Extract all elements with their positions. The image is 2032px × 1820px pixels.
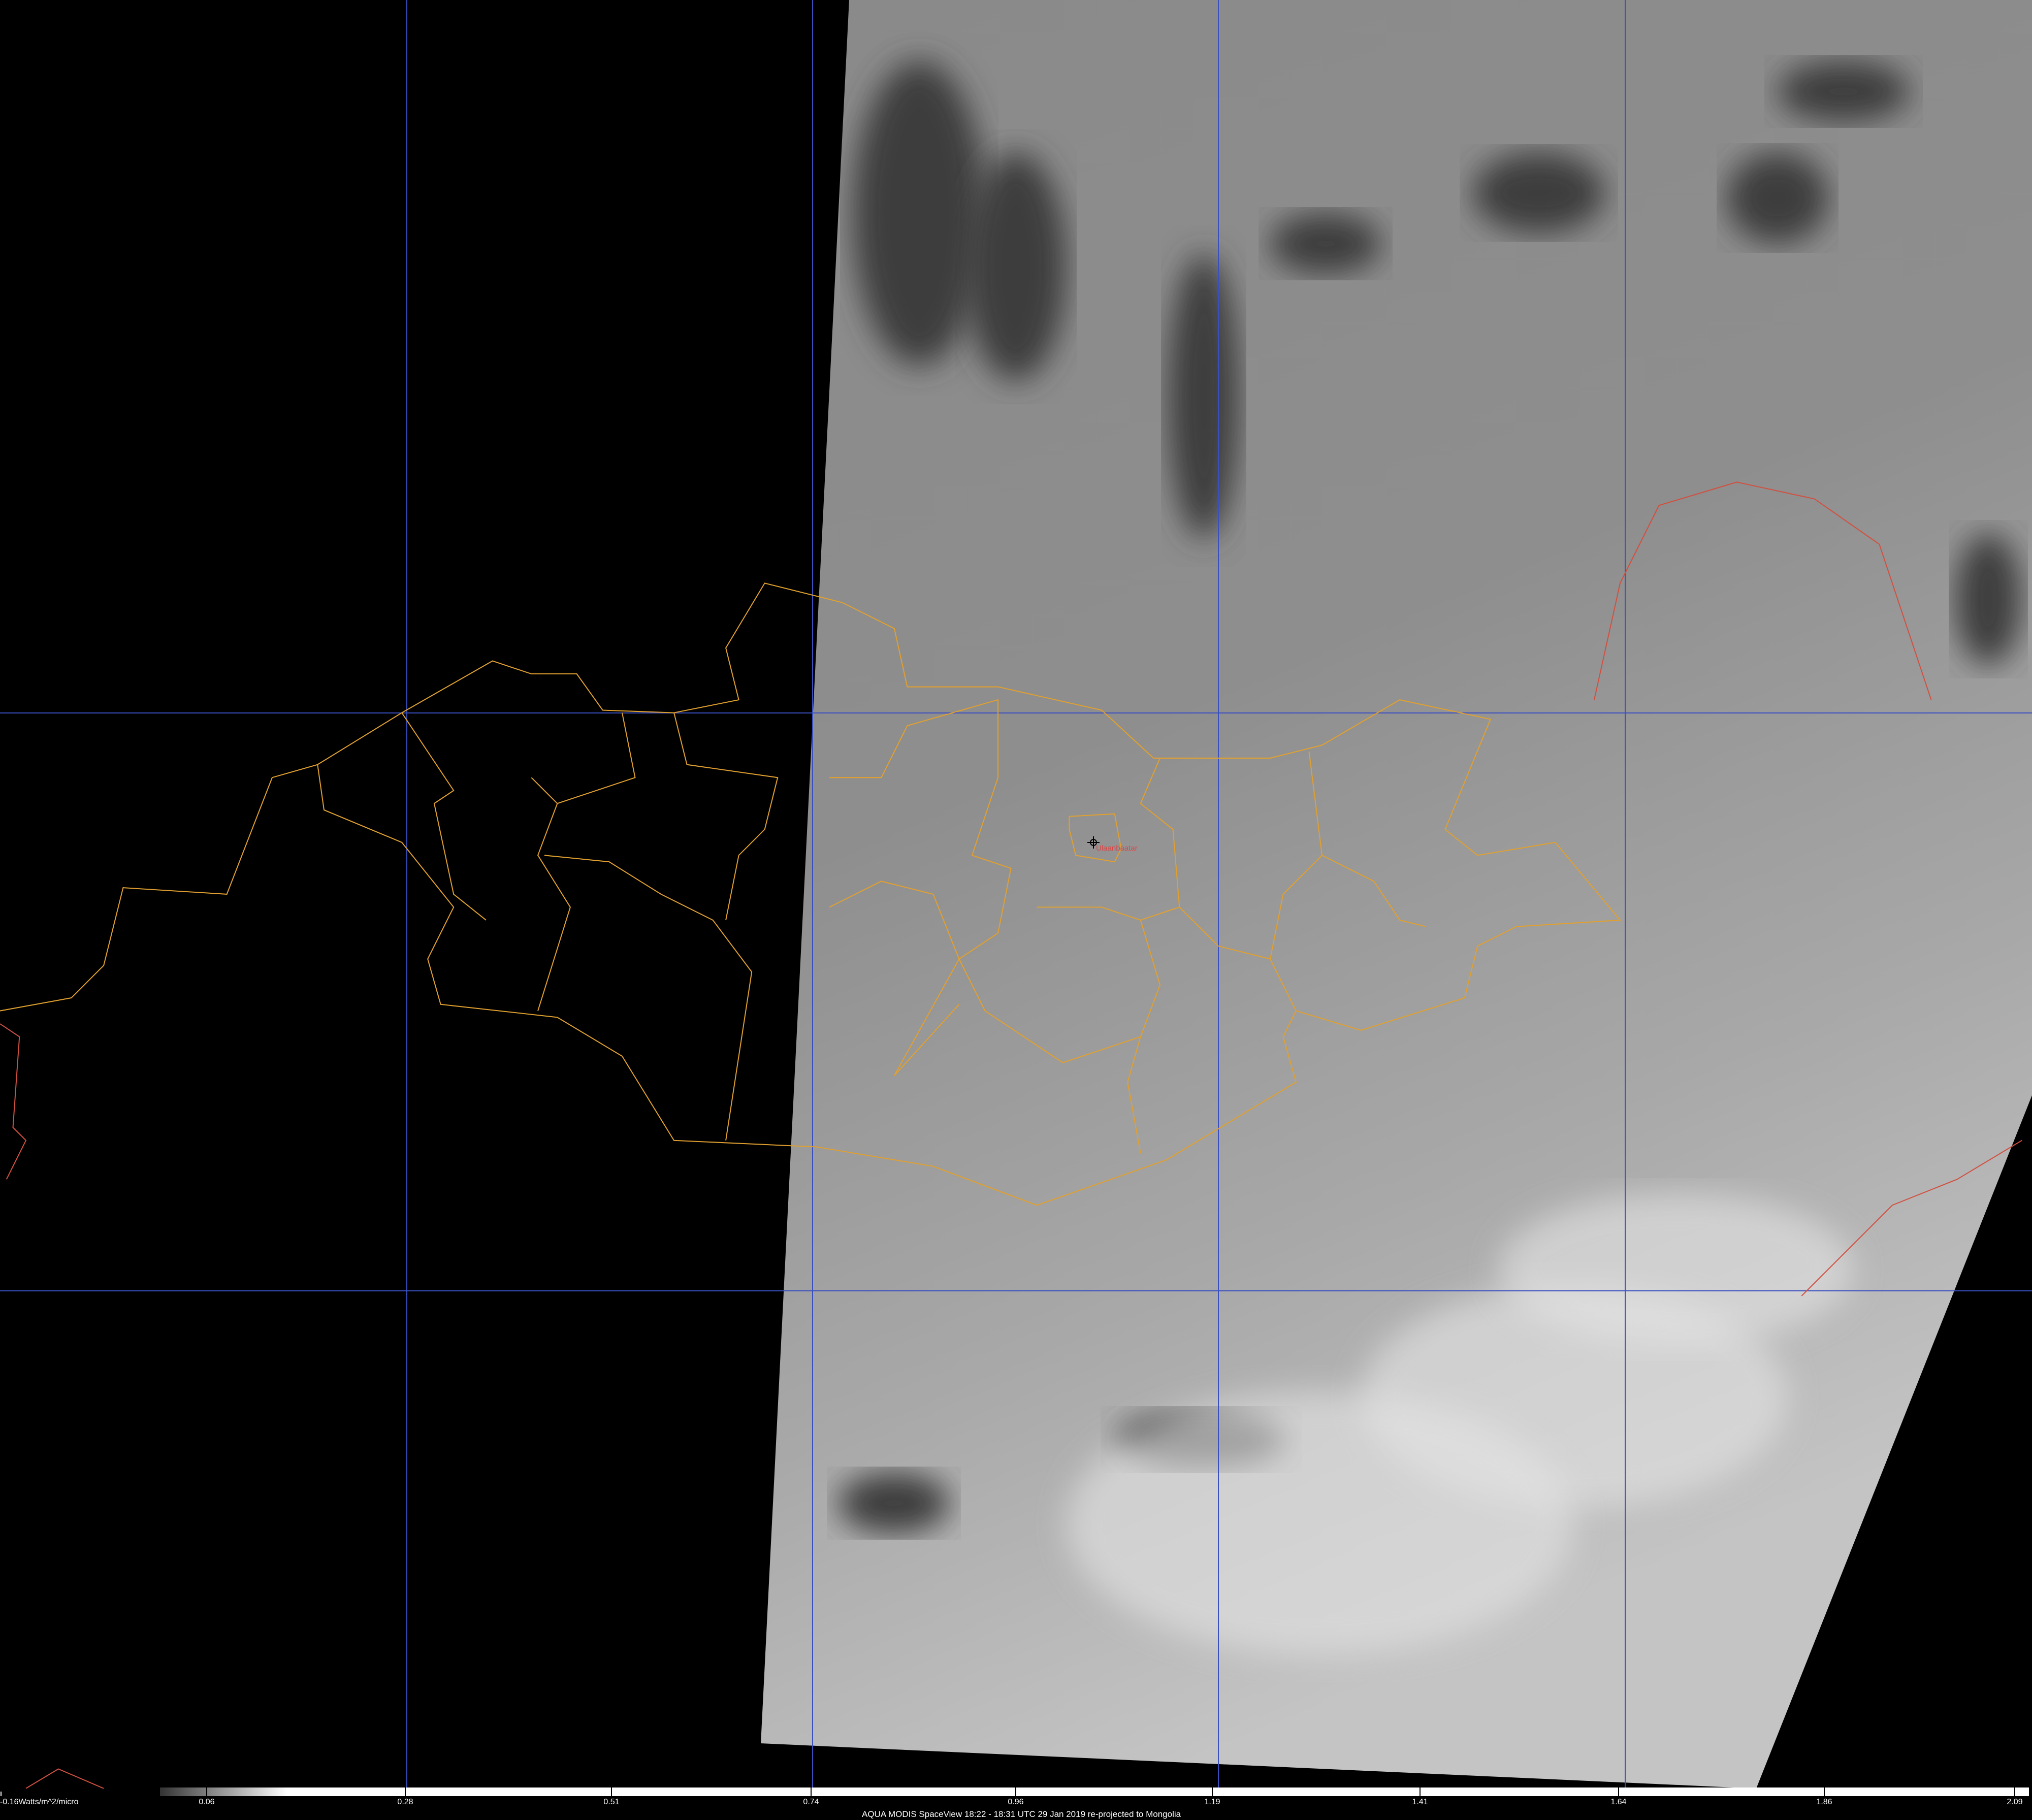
province-border: [1140, 758, 1180, 921]
image-caption: AQUA MODIS SpaceView 18:22 - 18:31 UTC 2…: [862, 1809, 1181, 1819]
crosshair-icon: [1087, 836, 1100, 849]
cloud-region: [1778, 61, 1910, 122]
province-border: [1269, 752, 1323, 1012]
colorbar-tick-label: 1.86: [1816, 1798, 1832, 1806]
province-border: [557, 712, 636, 804]
country-border: [1801, 1140, 2022, 1296]
province-border: [894, 1004, 960, 1076]
bright-region: [1067, 1391, 1574, 1655]
province-border: [1321, 855, 1426, 927]
cloud-region: [1270, 213, 1381, 274]
province-border: [673, 712, 779, 921]
bright-region: [1498, 1193, 1854, 1346]
province-border: [829, 881, 960, 1076]
colorbar-tick-label: 2.09: [2007, 1798, 2022, 1806]
cloud-region: [1473, 152, 1605, 234]
colorbar-tick-label: 0.06: [199, 1798, 214, 1806]
colorbar-tick-label: 0.51: [603, 1798, 619, 1806]
country-border: [25, 1768, 104, 1789]
cloud-region: [965, 152, 1067, 381]
colorbar-gradient: [160, 1788, 287, 1796]
province-border: [958, 906, 1161, 1063]
province-border: [1127, 1036, 1141, 1154]
city-marker-ulaanbaatar: Ulaanbaatar: [1087, 836, 1138, 853]
colorbar-tick-label: 1.41: [1412, 1798, 1428, 1806]
province-border: [401, 712, 487, 921]
city-label: Ulaanbaatar: [1096, 844, 1138, 853]
cloud-region: [853, 61, 985, 366]
province-border: [1179, 906, 1271, 960]
cloud-region: [1955, 533, 2021, 665]
city-district-border: [1069, 813, 1122, 863]
colorbar-tick-label: 0.74: [803, 1798, 819, 1806]
cloud-region: [1727, 152, 1828, 244]
colorbar-tick-label: 1.64: [1610, 1798, 1626, 1806]
cloud-layer: [838, 61, 2021, 1655]
colorbar-unit-label: -0.16Watts/m^2/micro: [0, 1798, 79, 1806]
colorbar-tick-label: 0.28: [397, 1798, 413, 1806]
country-border: [1593, 481, 1932, 700]
country-border: [0, 1023, 27, 1180]
province-border: [531, 777, 571, 1011]
colorbar: -0.16Watts/m^2/micro 0.06 0.28 0.51 0.74 0.9…: [0, 1788, 2029, 1806]
borders: [0, 481, 2022, 1789]
colorbar-track: [160, 1788, 2029, 1796]
colorbar-tick-label: 1.19: [1204, 1798, 1220, 1806]
cloud-region: [1168, 254, 1239, 538]
national-border: [0, 582, 1622, 1206]
province-border: [829, 699, 1012, 960]
colorbar-tick-label: 0.96: [1008, 1798, 1023, 1806]
cloud-region: [838, 1473, 950, 1534]
province-border: [544, 855, 753, 1141]
